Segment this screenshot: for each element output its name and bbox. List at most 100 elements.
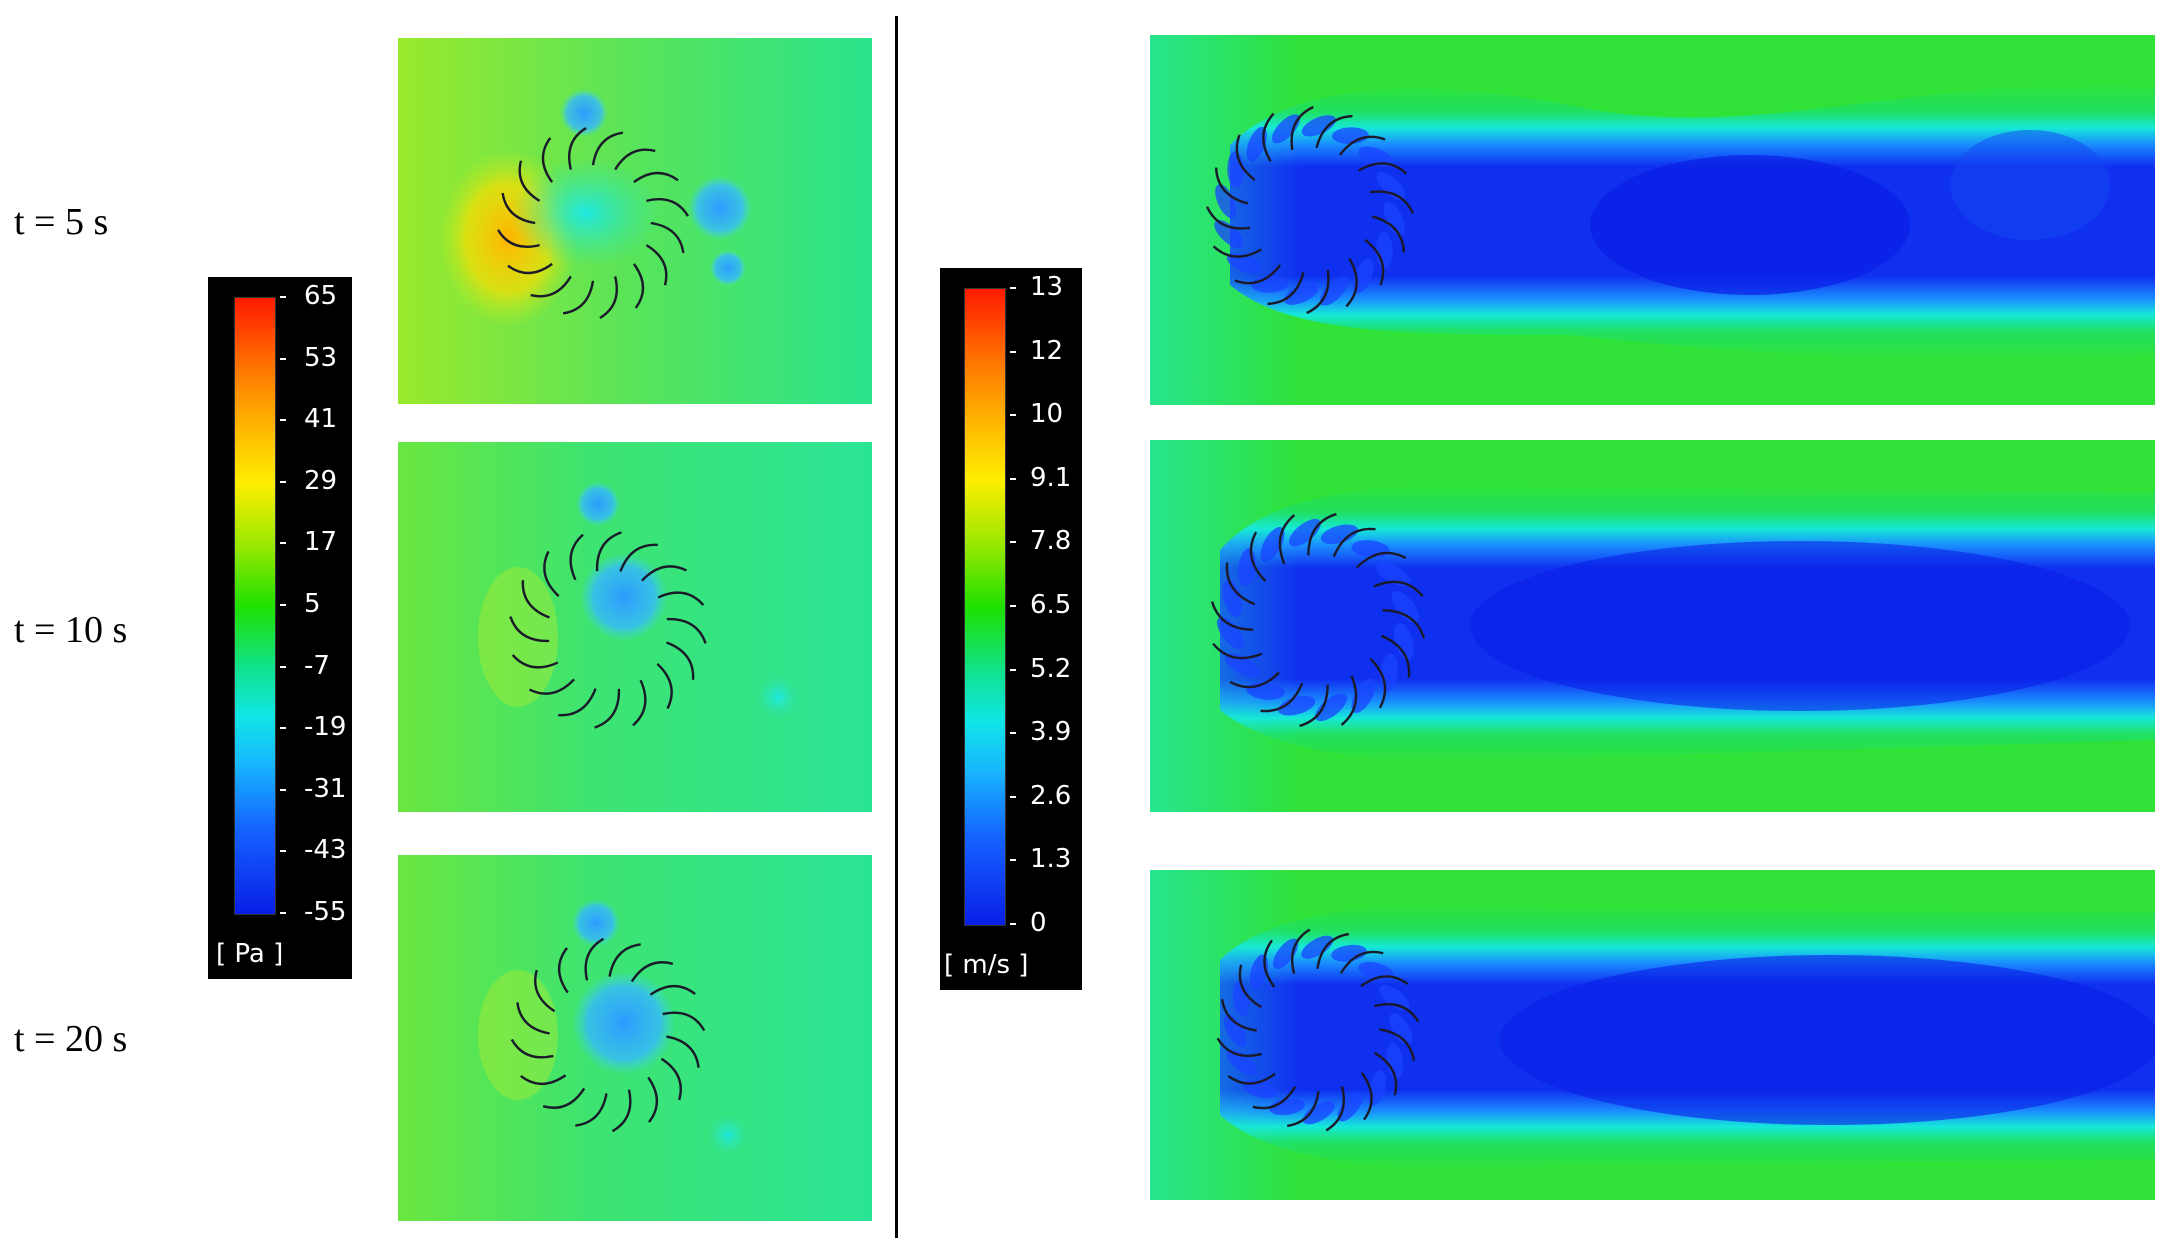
velocity-colorbar-tick: [1010, 859, 1016, 862]
blade-wake: [1223, 1014, 1247, 1047]
turbine-blade: [595, 531, 622, 572]
blade-wake: [1232, 981, 1250, 1017]
turbine-blade: [660, 1057, 682, 1101]
pressure-field-t5: [398, 38, 872, 404]
turbine-blade: [649, 984, 696, 996]
turbine-blade: [1249, 531, 1267, 583]
pressure-colorbar-tick-label: -7: [304, 650, 330, 681]
blade-wake: [1246, 126, 1267, 162]
turbine-blade: [584, 937, 605, 981]
turbine-blade: [1290, 928, 1311, 974]
blade-wake: [1331, 944, 1367, 962]
blade-wake: [1284, 283, 1319, 305]
blade-wake: [1389, 1013, 1413, 1046]
velocity-colorbar-tick-label: 12: [1030, 335, 1064, 366]
turbine-blade: [1216, 1037, 1262, 1058]
blade-wake: [1302, 1101, 1335, 1125]
velocity-colorbar-tick: [1010, 732, 1016, 735]
blade-wake: [1215, 184, 1237, 219]
turbine-blade: [1315, 114, 1353, 149]
turbine-blade: [1369, 190, 1415, 214]
turbine-blade: [1212, 245, 1262, 258]
velocity-colorbar-tick-label: 3.9: [1030, 717, 1072, 748]
pressure-colorbar-tick-label: 5: [304, 589, 321, 619]
blade-wake: [1376, 171, 1406, 200]
turbine-blade: [662, 1011, 706, 1032]
turbine-blade: [562, 280, 595, 315]
turbine-blade: [1263, 939, 1276, 988]
blade-wake: [1315, 693, 1348, 722]
time-label-5s: t = 5 s: [14, 201, 109, 243]
turbine-blade: [1374, 1002, 1420, 1023]
turbine-blade: [1260, 682, 1304, 713]
turbine-blade: [608, 943, 641, 977]
turbine-blade: [1338, 135, 1386, 156]
velocity-colorbar-tick: [1010, 668, 1016, 671]
velocity-field-t5-plot: [1150, 35, 2155, 405]
velocity-colorbar-tick-label: 0: [1030, 908, 1047, 938]
blade-wake: [1214, 220, 1244, 249]
turbine-blade: [1267, 271, 1305, 306]
turbine-blade: [1358, 162, 1408, 175]
velocity-colorbar-tick-label: 5.2: [1030, 653, 1072, 684]
blade-wake: [1391, 590, 1420, 623]
turbine-blade: [1214, 167, 1249, 205]
turbine-blade: [557, 947, 569, 994]
blade-wake: [1260, 526, 1285, 562]
turbine-blade: [1345, 258, 1358, 308]
blade-wake: [1379, 985, 1410, 1011]
pressure-colorbar-tick: [280, 912, 286, 914]
blade-wake: [1358, 146, 1394, 167]
turbine-blade: [1227, 1072, 1276, 1085]
time-label-20s: t = 20 s: [14, 1018, 128, 1060]
turbine-blade: [1374, 1051, 1398, 1096]
velocity-unit-label: [ m/s ]: [944, 950, 1029, 980]
velocity-colorbar: 13 12 10 9.1 7.8 6.5 5.2 3.9 2.6 1.3 0 [ m/s ]: [940, 268, 1082, 990]
turbine-blade: [657, 591, 705, 606]
pressure-field-t20: [398, 855, 872, 1221]
turbine-blade: [568, 127, 587, 170]
turbine-blade: [1290, 105, 1314, 151]
turbine-blade: [619, 543, 658, 572]
velocity-colorbar-tick-label: 13: [1030, 272, 1064, 302]
turbine-blade: [1316, 932, 1350, 969]
blade-wake: [1278, 695, 1316, 716]
turbine-blade: [650, 221, 685, 254]
turbine-blade: [1360, 975, 1409, 988]
pressure-colorbar: 65 53 41 29 17 5 -7 -19 -31 -43 -55 [ Pa ]: [208, 277, 352, 979]
velocity-colorbar-tick-label: 9.1: [1030, 462, 1072, 493]
blade-wake: [1222, 580, 1243, 618]
turbine-blade: [1360, 1072, 1373, 1121]
turbine-blade: [1252, 1086, 1297, 1110]
turbine-blade: [1238, 964, 1262, 1009]
turbine-blade: [1286, 1091, 1320, 1128]
velocity-field-t10-plot: [1150, 440, 2155, 812]
turbine-blade: [1234, 264, 1282, 285]
turbine-blade: [647, 1076, 659, 1123]
blade-wake: [1301, 935, 1334, 959]
turbine-blade: [645, 244, 668, 286]
turbine-blade: [646, 198, 689, 217]
pressure-field-t10-plot: [398, 442, 872, 812]
blade-wake: [1376, 562, 1412, 587]
turbine-blade: [528, 678, 575, 695]
velocity-colorbar-tick: [1010, 477, 1016, 480]
velocity-colorbar-tick: [1010, 541, 1016, 544]
pressure-colorbar-tick-label: -55: [304, 897, 347, 927]
velocity-field-t20-plot: [1150, 870, 2155, 1200]
blade-wake: [1386, 1043, 1404, 1079]
turbine-blade: [510, 1038, 554, 1059]
turbine-blade: [594, 688, 621, 729]
turbine-blade: [641, 565, 688, 582]
velocity-colorbar-tick: [1010, 350, 1016, 353]
pressure-colorbar-tick-label: -19: [304, 712, 347, 743]
turbine-blade: [633, 171, 679, 184]
blade-wake: [1301, 115, 1336, 137]
turbine-blade: [558, 688, 597, 717]
pressure-colorbar-tick: [280, 296, 286, 298]
turbine-blade: [1262, 112, 1275, 162]
turbine-blade: [543, 550, 560, 597]
turbine-blade: [542, 1087, 586, 1109]
turbine-blade: [666, 641, 695, 680]
turbine-blade: [501, 192, 536, 225]
